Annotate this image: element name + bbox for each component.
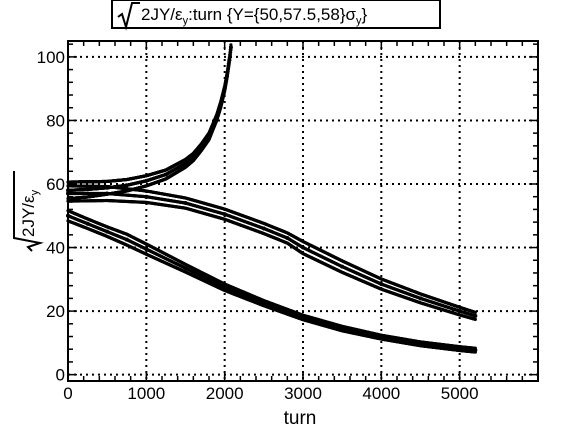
series-2 xyxy=(66,184,477,321)
data-layer xyxy=(66,43,477,353)
chart-title: 2JY/εy:turn {Y={50,57.5,58}σy} xyxy=(141,5,368,27)
data-point xyxy=(474,314,477,317)
title-suffix: } xyxy=(362,5,368,24)
title-middle: :turn {Y={50,57.5,58}σ xyxy=(188,5,356,24)
data-point xyxy=(474,311,477,314)
grid xyxy=(68,41,538,381)
series-1 xyxy=(66,43,233,200)
data-point xyxy=(229,43,232,46)
title-box: 2JY/εy:turn {Y={50,57.5,58}σy} xyxy=(112,0,440,28)
title-prefix: 2JY/ε xyxy=(141,5,183,24)
data-point xyxy=(474,318,477,321)
